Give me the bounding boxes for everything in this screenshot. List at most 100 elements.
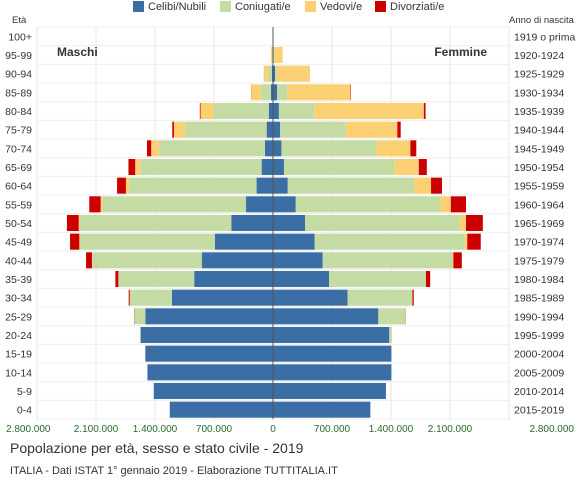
chart-subtitle: ITALIA - Dati ISTAT 1° gennaio 2019 - El…: [10, 465, 338, 477]
age-group-label: 70-74: [5, 143, 32, 155]
bar-male: [86, 252, 92, 269]
birth-year-label: 1925-1929: [514, 69, 564, 81]
bar-male: [153, 382, 273, 400]
bar-male: [261, 158, 273, 176]
bar-female: [281, 140, 377, 157]
bar-female: [273, 233, 315, 250]
birth-year-label: 1990-1994: [514, 311, 564, 323]
bar-female: [273, 158, 284, 176]
bar-female: [305, 214, 461, 232]
birth-year-label: 1970-1974: [514, 237, 564, 249]
x-tick-label: 2.100.000: [74, 424, 119, 435]
bar-female: [440, 196, 451, 213]
legend-label: Vedovi/e: [320, 1, 362, 13]
legend-label: Divorziati/e: [390, 1, 444, 13]
legend-label: Celibi/Nubili: [148, 1, 206, 13]
birth-year-label: 1919 o prima: [514, 31, 575, 43]
bar-male: [231, 214, 273, 232]
bar-female: [273, 140, 282, 157]
bar-female: [397, 121, 401, 138]
bar-male: [173, 121, 185, 138]
bar-male: [171, 289, 273, 306]
bar-male: [140, 158, 262, 176]
bar-male: [66, 214, 79, 232]
age-group-label: 25-29: [5, 311, 32, 323]
bar-female: [450, 196, 467, 213]
bar-male: [128, 158, 136, 176]
bar-male: [214, 233, 273, 250]
x-tick-label: 700.000: [314, 424, 351, 435]
bar-male: [194, 270, 273, 288]
bar-female: [273, 308, 379, 325]
bar-female: [273, 401, 371, 418]
bar-female: [287, 177, 415, 194]
bar-female: [280, 121, 346, 138]
bar-male: [129, 177, 257, 194]
bar-male: [184, 121, 267, 138]
bar-female: [273, 196, 296, 213]
bar-male: [246, 196, 273, 213]
bar-male: [151, 140, 159, 157]
bar-female: [376, 140, 411, 157]
males-label: Maschi: [57, 45, 98, 59]
legend-swatch: [220, 1, 231, 12]
bar-male: [256, 177, 273, 194]
bar-female: [314, 233, 465, 250]
bar-female: [464, 233, 468, 250]
bar-male: [134, 308, 146, 325]
bar-female: [273, 270, 330, 288]
age-group-labels: 100+ 95-99 90-94 85-89 80-84 75-79 70-74 65-69 6…: [5, 31, 32, 416]
bar-female: [347, 289, 413, 306]
bar-female: [273, 65, 276, 82]
bar-female: [276, 65, 310, 82]
bar-male: [92, 252, 202, 269]
age-group-label: 80-84: [5, 106, 32, 118]
bar-male: [270, 46, 272, 64]
age-group-label: 5-9: [17, 386, 32, 398]
age-group-label: 95-99: [5, 50, 32, 62]
bar-female: [418, 158, 427, 176]
bar-male: [79, 214, 232, 232]
bar-female: [410, 140, 417, 157]
bar-male: [70, 233, 80, 250]
bar-male: [135, 158, 141, 176]
bar-male: [169, 401, 273, 418]
bar-male: [125, 177, 130, 194]
legend-label: Coniugati/e: [235, 1, 291, 13]
bar-male: [266, 121, 273, 138]
bar-male: [251, 84, 261, 101]
bar-male: [263, 65, 268, 82]
bar-male: [129, 289, 172, 306]
x-tick-label: 1.400.000: [133, 424, 178, 435]
birth-year-label: 2015-2019: [514, 405, 564, 417]
bar-female: [287, 84, 351, 101]
bar-female: [274, 46, 283, 64]
bar-male: [79, 233, 80, 250]
age-group-label: 0-4: [17, 405, 32, 417]
bar-female: [452, 252, 454, 269]
birth-year-label: 1965-1969: [514, 218, 564, 230]
x-tick-label: 1.400.000: [369, 424, 414, 435]
bar-male: [115, 270, 119, 288]
bar-female: [273, 214, 306, 232]
age-group-label: 55-59: [5, 199, 32, 211]
birth-year-label: 1985-1989: [514, 293, 564, 305]
bar-male: [139, 326, 141, 344]
age-group-label: 85-89: [5, 87, 32, 99]
bar-female: [394, 158, 419, 176]
bar-female: [389, 326, 392, 344]
bar-female: [412, 289, 414, 306]
chart-bars: [66, 27, 483, 419]
bar-female: [273, 84, 278, 101]
birth-year-axis-header: Anno di nascita: [509, 15, 575, 26]
bar-female: [414, 177, 432, 194]
bar-female: [283, 158, 395, 176]
bar-male: [118, 270, 195, 288]
bar-male: [271, 46, 273, 64]
bar-female: [467, 233, 481, 250]
bar-male: [267, 65, 272, 82]
age-group-label: 40-44: [5, 255, 32, 267]
legend-swatch: [133, 1, 144, 12]
bar-female: [466, 214, 483, 232]
